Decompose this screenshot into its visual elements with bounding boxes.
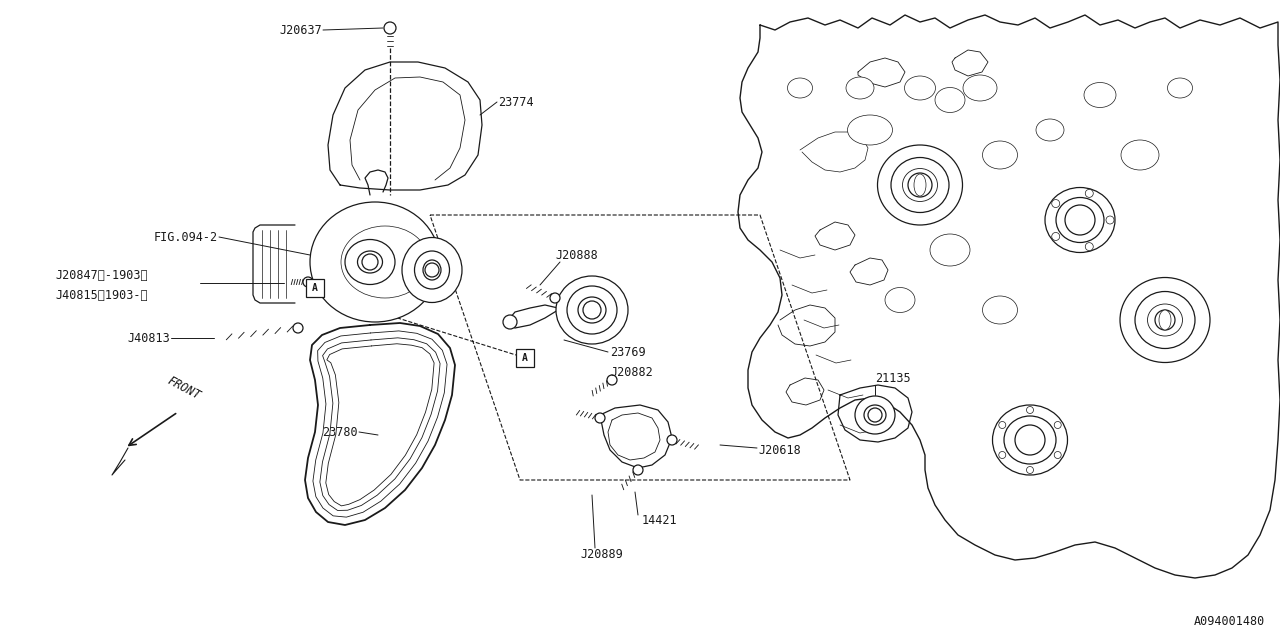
Circle shape [1015,425,1044,455]
Circle shape [595,413,605,423]
Text: 23769: 23769 [611,346,645,358]
Circle shape [1085,189,1093,197]
Text: 14421: 14421 [643,513,677,527]
Ellipse shape [931,234,970,266]
Circle shape [1027,406,1033,413]
Ellipse shape [567,286,617,334]
Circle shape [550,293,561,303]
Circle shape [1052,232,1060,241]
Ellipse shape [992,405,1068,475]
Ellipse shape [983,141,1018,169]
Ellipse shape [344,228,426,296]
Ellipse shape [1167,78,1193,98]
Ellipse shape [934,88,965,113]
Text: J20882: J20882 [611,365,653,378]
Bar [516,349,534,367]
Text: J20637: J20637 [279,24,323,36]
Text: J20889: J20889 [580,548,623,561]
Circle shape [667,435,677,445]
Ellipse shape [556,276,628,344]
Ellipse shape [963,75,997,101]
Ellipse shape [1084,83,1116,108]
Ellipse shape [1158,310,1171,330]
Text: A: A [312,283,317,293]
Circle shape [998,451,1006,458]
Circle shape [908,173,932,197]
Circle shape [503,315,517,329]
Text: A094001480: A094001480 [1194,615,1265,628]
Circle shape [1065,205,1094,235]
Ellipse shape [1036,119,1064,141]
Ellipse shape [1044,188,1115,253]
Circle shape [868,408,882,422]
Circle shape [384,22,396,34]
Circle shape [607,375,617,385]
Ellipse shape [902,168,937,202]
Circle shape [1085,243,1093,251]
Text: J20618: J20618 [758,444,801,456]
Ellipse shape [878,145,963,225]
Text: FIG.094-2: FIG.094-2 [154,230,218,243]
Text: A: A [522,353,527,363]
Ellipse shape [884,287,915,312]
Circle shape [1155,310,1175,330]
Circle shape [425,263,439,277]
Circle shape [303,277,314,287]
Circle shape [293,323,303,333]
Ellipse shape [914,174,925,196]
Ellipse shape [983,296,1018,324]
Ellipse shape [891,157,948,212]
Ellipse shape [1121,140,1158,170]
Text: J40813: J40813 [127,332,170,344]
Circle shape [1027,467,1033,474]
Text: 23774: 23774 [498,95,534,109]
Ellipse shape [1135,291,1196,349]
Ellipse shape [846,77,874,99]
Ellipse shape [1120,278,1210,362]
Text: 21135: 21135 [876,371,910,385]
Circle shape [1055,451,1061,458]
Circle shape [582,301,602,319]
Ellipse shape [787,78,813,98]
Ellipse shape [847,115,892,145]
Text: 23780: 23780 [323,426,358,438]
Ellipse shape [1004,416,1056,464]
Circle shape [998,422,1006,429]
Circle shape [634,465,643,475]
Ellipse shape [310,202,440,322]
Ellipse shape [855,396,895,434]
Ellipse shape [347,230,422,294]
Ellipse shape [402,237,462,303]
Ellipse shape [340,226,429,298]
Circle shape [1055,422,1061,429]
Ellipse shape [1056,198,1103,243]
Circle shape [362,254,378,270]
Ellipse shape [415,251,449,289]
Circle shape [1052,200,1060,207]
Ellipse shape [346,239,396,285]
Ellipse shape [357,251,383,273]
Text: J40815（1903-）: J40815（1903-） [55,289,147,301]
Ellipse shape [343,227,428,297]
Ellipse shape [579,297,605,323]
Circle shape [1106,216,1114,224]
Ellipse shape [864,405,886,425]
Bar [306,279,324,297]
Ellipse shape [349,232,420,292]
Ellipse shape [348,231,421,293]
Ellipse shape [905,76,936,100]
Ellipse shape [422,260,442,280]
Text: J20888: J20888 [556,248,598,262]
Text: J20847（-1903）: J20847（-1903） [55,269,147,282]
Ellipse shape [1147,304,1183,336]
Ellipse shape [346,229,425,295]
Text: FRONT: FRONT [165,374,202,402]
